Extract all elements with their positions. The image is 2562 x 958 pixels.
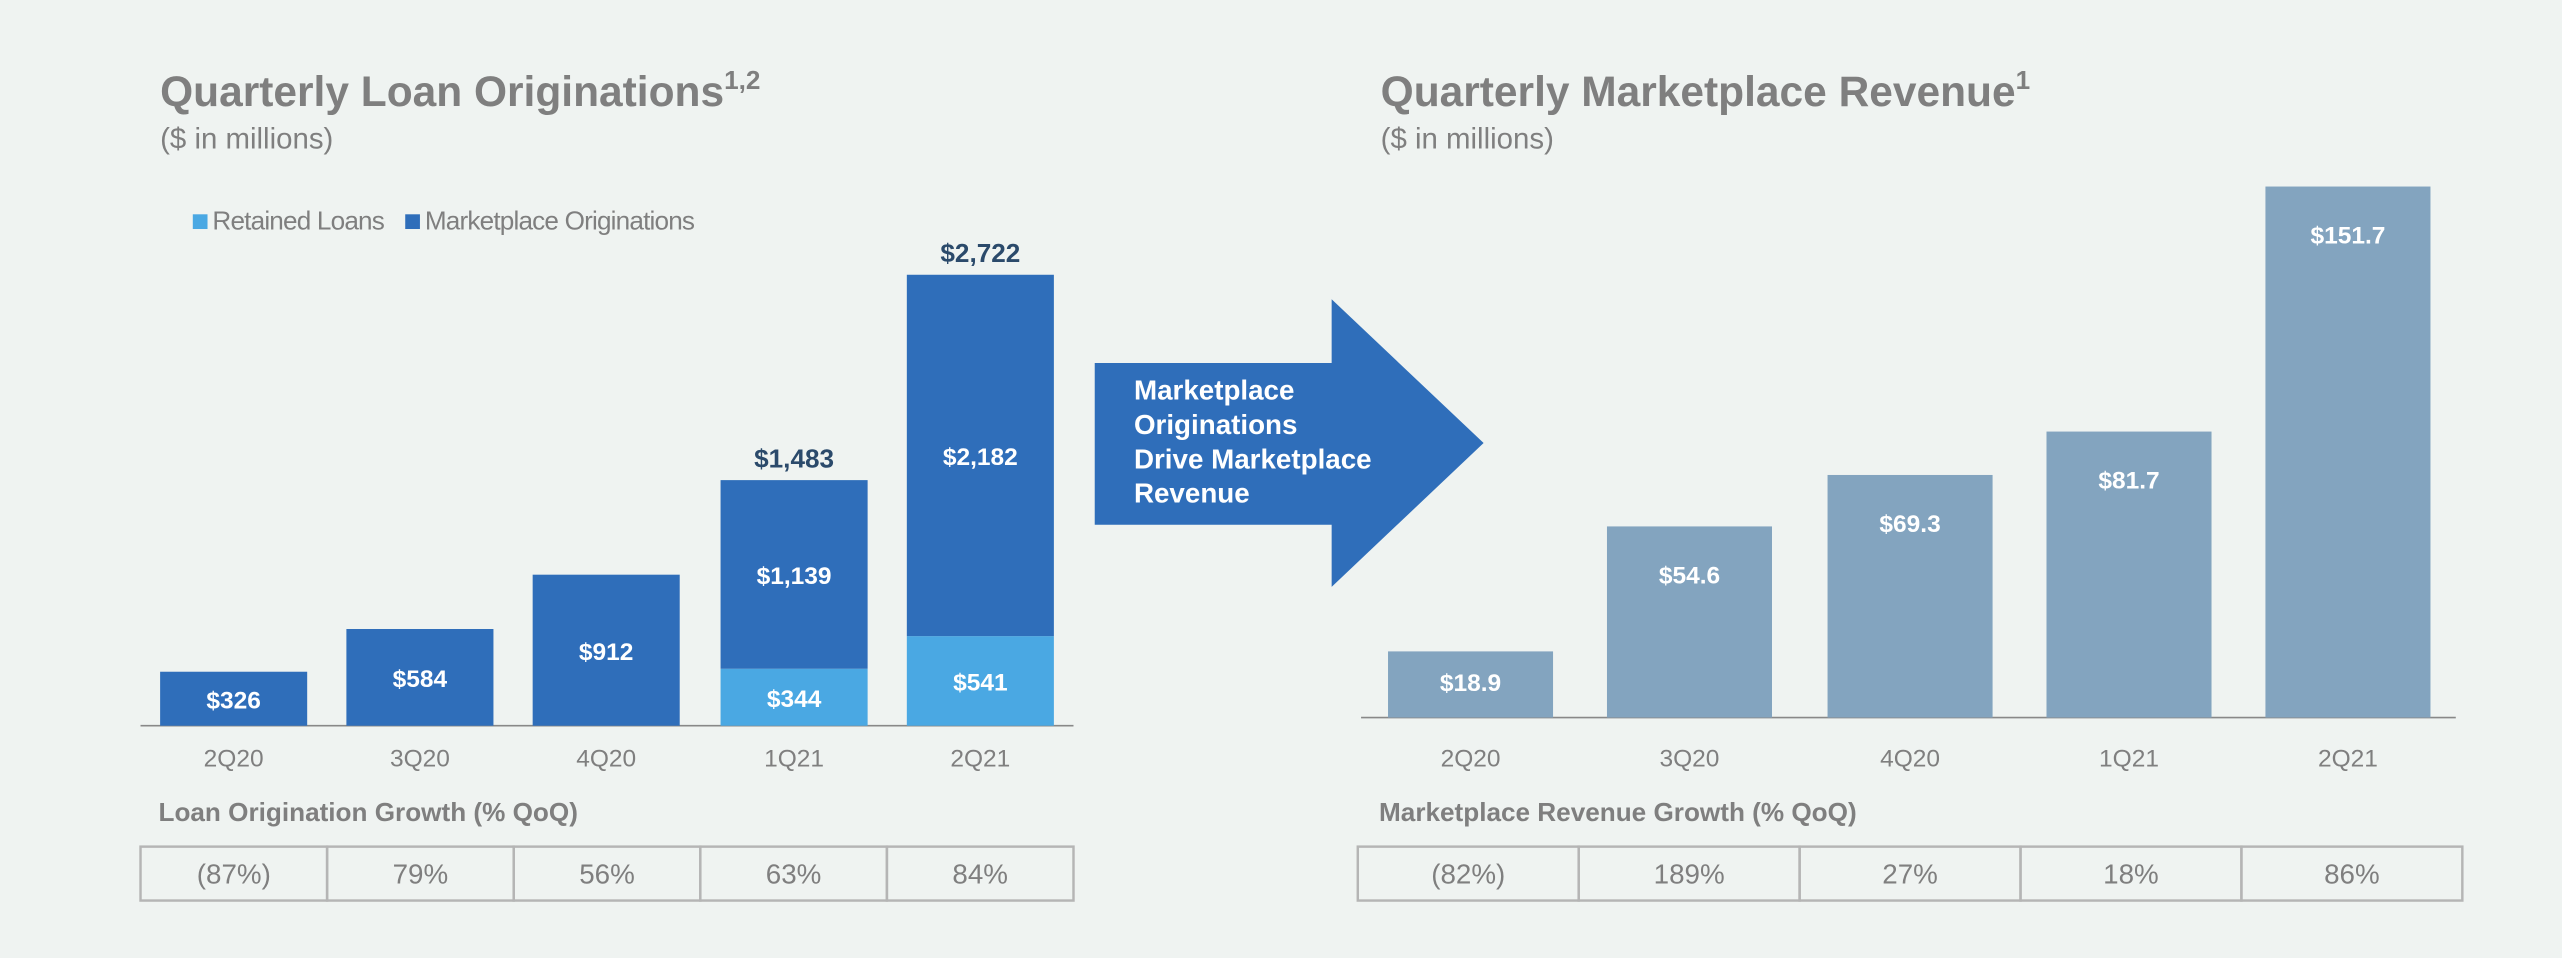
x-tick-label: 4Q20 [1880, 746, 1940, 773]
growth-value: 18% [2103, 858, 2159, 889]
chart-title: Quarterly Loan Originations1,2 [160, 65, 760, 116]
legend-swatch [192, 214, 208, 230]
value-label: $326 [206, 687, 261, 714]
value-label: $912 [579, 639, 634, 666]
x-tick-label: 1Q21 [764, 746, 824, 773]
bar-segment [346, 629, 494, 726]
value-label: $151.7 [2310, 223, 2385, 250]
value-label: $344 [767, 686, 822, 713]
x-tick-label: 4Q20 [576, 746, 636, 773]
bar-segment [720, 480, 868, 669]
arrow-text: Revenue [1134, 478, 1250, 509]
bar [2265, 186, 2431, 718]
x-tick-label: 1Q21 [2099, 746, 2159, 773]
bar-segment [906, 274, 1054, 637]
total-label: $1,483 [754, 443, 834, 473]
growth-value: 79% [393, 858, 449, 889]
growth-value: (82%) [1431, 858, 1505, 889]
bar [2046, 431, 2212, 718]
value-label: $584 [393, 666, 448, 693]
value-label: $54.6 [1659, 563, 1720, 590]
x-tick-label: 3Q20 [1660, 746, 1720, 773]
table-cell [2240, 845, 2464, 902]
bar [1388, 651, 1554, 718]
bar-segment [906, 636, 1054, 726]
growth-value: 189% [1654, 858, 1725, 889]
value-label: $541 [953, 670, 1008, 697]
table-cell [885, 845, 1075, 902]
growth-value: 63% [766, 858, 822, 889]
title-text: Quarterly Marketplace Revenue [1381, 69, 2016, 116]
bar [1827, 474, 1993, 718]
chart-title: Quarterly Marketplace Revenue1 [1381, 65, 2031, 116]
arrow [1094, 299, 1484, 587]
bar-segment [532, 574, 680, 726]
chart-subtitle: ($ in millions) [160, 123, 333, 156]
x-tick-label: 2Q20 [1441, 746, 1501, 773]
growth-value: 84% [952, 858, 1008, 889]
growth-value: 27% [1882, 858, 1938, 889]
x-tick-label: 2Q20 [204, 746, 264, 773]
growth-value: 56% [579, 858, 635, 889]
bar-segment [160, 671, 308, 726]
arrow-text: Marketplace [1134, 375, 1295, 406]
growth-value: (87%) [197, 858, 271, 889]
growth-value: 86% [2324, 858, 2380, 889]
legend-label: Retained Loans [212, 205, 384, 235]
arrow-text: Originations [1134, 409, 1298, 440]
growth-title: Loan Origination Growth (% QoQ) [158, 797, 577, 827]
x-tick-label: 2Q21 [950, 746, 1010, 773]
value-label: $2,182 [943, 444, 1018, 471]
title-superscript: 1,2 [724, 65, 760, 95]
legend-label: Marketplace Originations [425, 205, 695, 235]
bar-segment [720, 668, 868, 726]
chart-subtitle: ($ in millions) [1381, 123, 1554, 156]
value-label: $69.3 [1879, 511, 1940, 538]
value-label: $18.9 [1440, 670, 1501, 697]
title-text: Quarterly Loan Originations [160, 69, 724, 116]
x-tick-label: 3Q20 [390, 746, 450, 773]
growth-title: Marketplace Revenue Growth (% QoQ) [1379, 797, 1857, 827]
value-label: $81.7 [2098, 468, 2159, 495]
bar [1606, 526, 1772, 718]
title-superscript: 1 [2016, 65, 2031, 95]
value-label: $1,139 [757, 563, 832, 590]
total-label: $2,722 [940, 238, 1020, 268]
arrow-text: Drive Marketplace [1134, 443, 1372, 474]
x-tick-label: 2Q21 [2318, 746, 2378, 773]
legend-swatch [405, 214, 420, 230]
